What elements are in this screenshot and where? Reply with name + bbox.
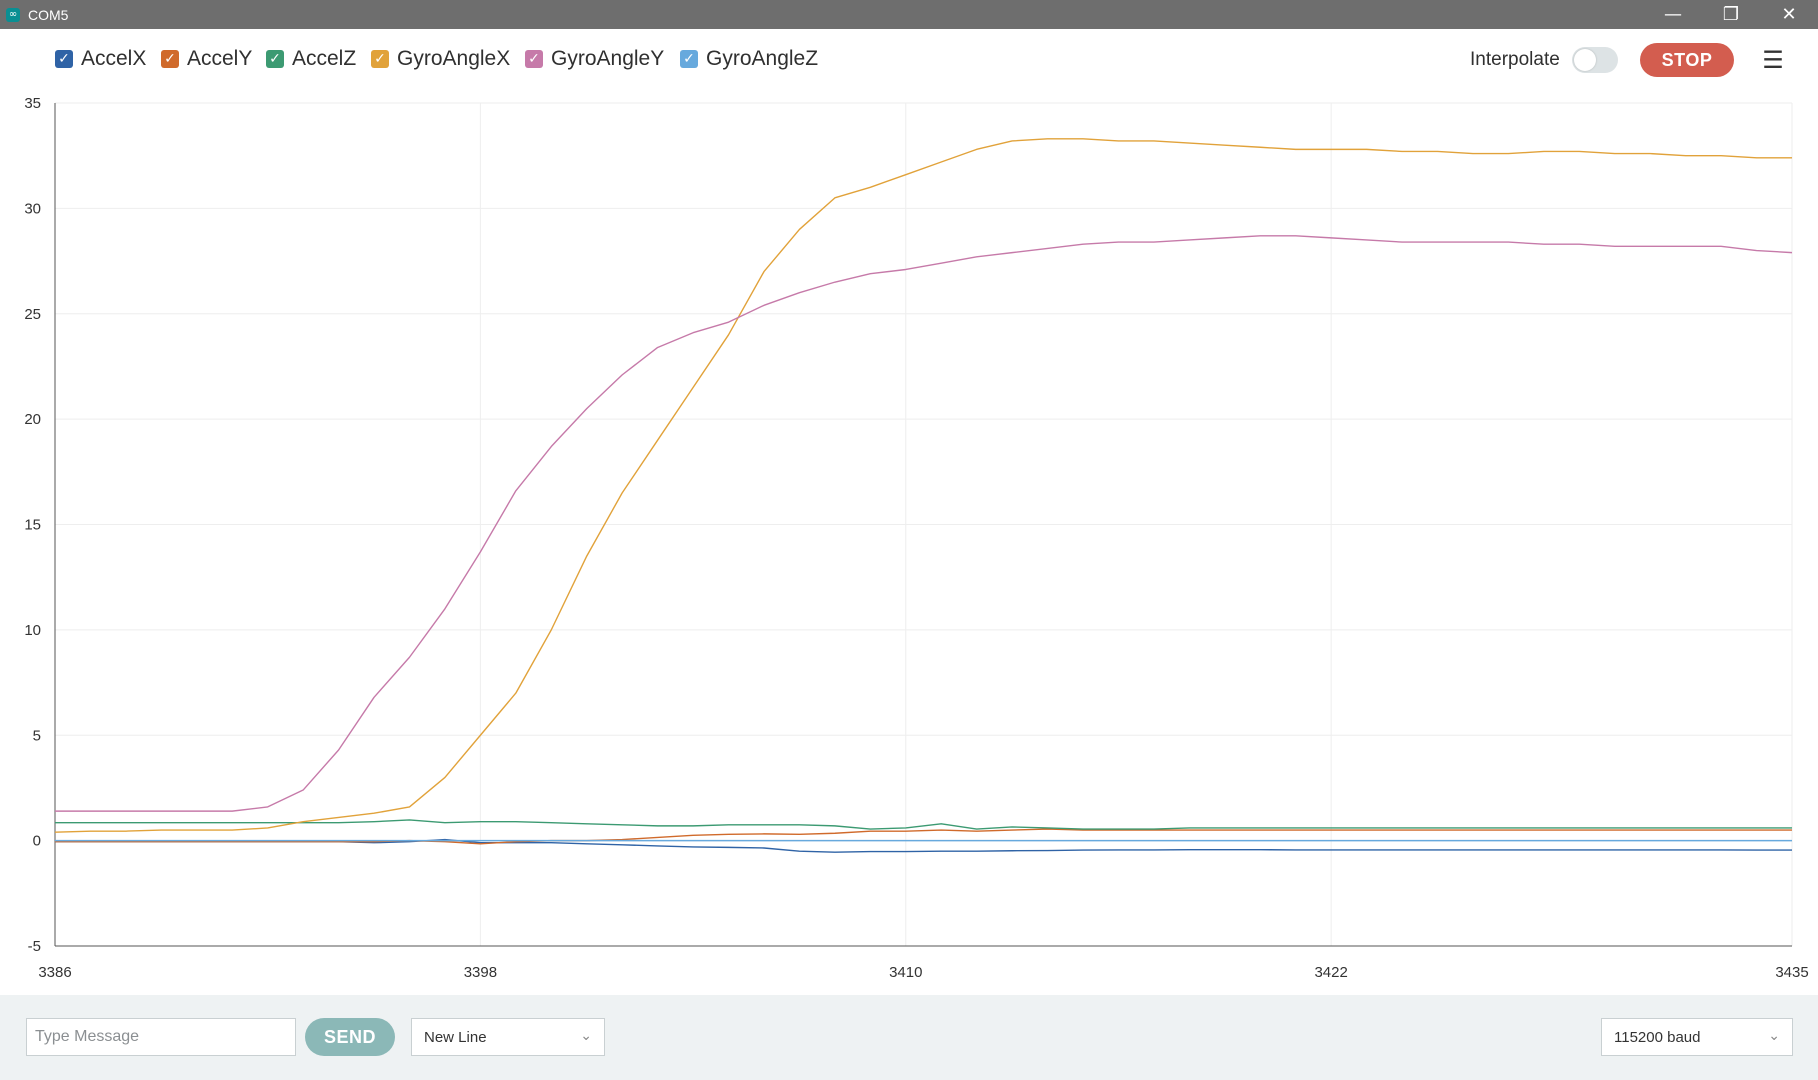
line-ending-select[interactable]: New Line ⌄ <box>411 1018 605 1056</box>
interpolate-label: Interpolate <box>1470 49 1560 70</box>
baud-rate-select[interactable]: 115200 baud ⌄ <box>1601 1018 1793 1056</box>
toggle-knob <box>1574 49 1596 71</box>
checkbox-checked-icon[interactable]: ✓ <box>161 50 179 68</box>
interpolate-toggle[interactable] <box>1572 47 1618 73</box>
legend-label: AccelY <box>187 47 253 70</box>
legend-item-accelx[interactable]: ✓ AccelX <box>55 47 146 71</box>
y-tick-label: 35 <box>24 95 41 112</box>
minimize-button[interactable]: — <box>1644 0 1702 29</box>
y-tick-label: 30 <box>24 200 41 217</box>
send-button[interactable]: SEND <box>305 1018 395 1056</box>
y-tick-label: 0 <box>33 833 41 850</box>
window-controls: — ❐ ✕ <box>1644 0 1818 29</box>
checkbox-checked-icon[interactable]: ✓ <box>525 50 543 68</box>
x-tick-label: 3398 <box>464 964 497 981</box>
close-icon: ✕ <box>1781 4 1797 25</box>
y-tick-label: 10 <box>24 622 41 639</box>
chevron-down-icon: ⌄ <box>580 1028 592 1044</box>
x-tick-label: 3422 <box>1314 964 1347 981</box>
minimize-icon: — <box>1664 4 1682 25</box>
series-line-accelz <box>55 819 1792 830</box>
checkbox-checked-icon[interactable]: ✓ <box>55 50 73 68</box>
baud-rate-value: 115200 baud <box>1614 1028 1701 1046</box>
legend-label: GyroAngleY <box>551 47 665 70</box>
y-tick-label: 5 <box>33 727 41 744</box>
y-tick-label: 15 <box>24 517 41 534</box>
checkbox-checked-icon[interactable]: ✓ <box>266 50 284 68</box>
restore-icon: ❐ <box>1722 4 1740 25</box>
serial-plot-chart: 35 30 25 20 15 10 5 0 -5 3386 3398 3410 3422 3435 <box>24 95 1808 981</box>
x-tick-label: 3410 <box>889 964 922 981</box>
x-tick-label: 3386 <box>38 964 71 981</box>
y-tick-label: -5 <box>28 938 41 955</box>
series-line-accely <box>55 828 1792 845</box>
y-tick-label: 20 <box>24 411 41 428</box>
y-tick-label: 25 <box>24 306 41 323</box>
bottom-input-bar: SEND New Line ⌄ 115200 baud ⌄ <box>0 995 1818 1080</box>
legend-label: AccelZ <box>292 47 357 70</box>
legend-item-gyroanglez[interactable]: ✓ GyroAngleZ <box>680 47 818 71</box>
legend-item-gyroanglex[interactable]: ✓ GyroAngleX <box>371 47 510 71</box>
plot-area: 35 30 25 20 15 10 5 0 -5 3386 3398 3410 3422 3435 <box>0 93 1818 995</box>
plotter-toolbar: ✓ AccelX ✓ AccelY ✓ AccelZ ✓ GyroAngleX ✓ GyroAng… <box>0 29 1818 93</box>
legend-label: AccelX <box>81 47 147 70</box>
stop-button[interactable]: STOP <box>1640 43 1734 77</box>
legend-label: GyroAngleX <box>397 47 511 70</box>
window-title: COM5 <box>28 6 69 23</box>
series-line-gyroanglex <box>54 138 1792 833</box>
legend-item-accely[interactable]: ✓ AccelY <box>161 47 252 71</box>
checkbox-checked-icon[interactable]: ✓ <box>680 50 698 68</box>
line-ending-value: New Line <box>424 1028 487 1046</box>
legend-item-accelz[interactable]: ✓ AccelZ <box>266 47 356 71</box>
clear-output-icon[interactable]: ☰ <box>1762 46 1784 74</box>
restore-button[interactable]: ❐ <box>1702 0 1760 29</box>
chevron-down-icon: ⌄ <box>1768 1028 1780 1044</box>
x-tick-label: 3435 <box>1775 964 1808 981</box>
title-bar: ∞ COM5 — ❐ ✕ <box>0 0 1818 29</box>
legend-item-gyroangley[interactable]: ✓ GyroAngleY <box>525 47 664 71</box>
series-line-gyroangley <box>55 235 1793 812</box>
message-input[interactable] <box>26 1018 296 1056</box>
close-button[interactable]: ✕ <box>1760 0 1818 29</box>
checkbox-checked-icon[interactable]: ✓ <box>371 50 389 68</box>
arduino-icon: ∞ <box>6 7 20 22</box>
legend-label: GyroAngleZ <box>706 47 819 70</box>
